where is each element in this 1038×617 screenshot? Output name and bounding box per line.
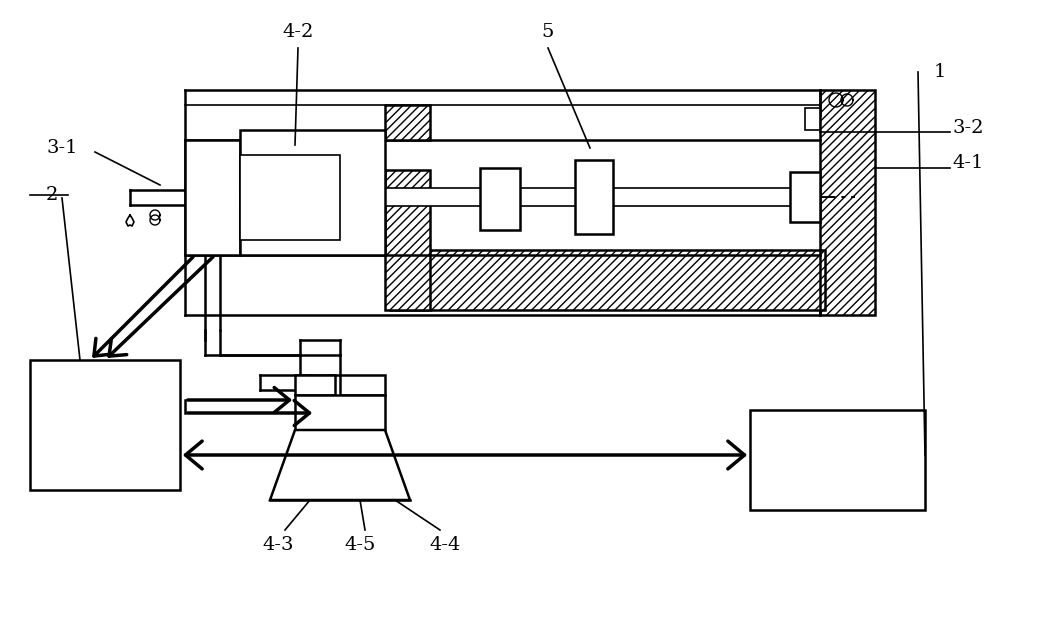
Bar bbox=[820, 90, 875, 315]
Polygon shape bbox=[270, 430, 410, 500]
Bar bbox=[30, 360, 180, 490]
Bar bbox=[480, 168, 520, 230]
Text: 5: 5 bbox=[542, 23, 554, 41]
Bar bbox=[185, 140, 240, 255]
Text: 4-2: 4-2 bbox=[282, 23, 313, 41]
Bar bbox=[240, 130, 385, 255]
Text: 4-5: 4-5 bbox=[345, 536, 376, 554]
Bar bbox=[240, 155, 340, 240]
Bar bbox=[385, 170, 430, 310]
Bar bbox=[805, 108, 820, 130]
Text: 3-2: 3-2 bbox=[952, 119, 984, 137]
Text: 3-1: 3-1 bbox=[47, 139, 78, 157]
Text: 4-3: 4-3 bbox=[263, 536, 294, 554]
Bar bbox=[295, 395, 385, 430]
Bar bbox=[340, 375, 385, 395]
Bar bbox=[240, 188, 820, 206]
Bar bbox=[295, 375, 335, 395]
Text: 4-1: 4-1 bbox=[952, 154, 984, 172]
Bar bbox=[750, 410, 925, 510]
Text: 2: 2 bbox=[46, 186, 58, 204]
Bar bbox=[790, 172, 820, 222]
Bar bbox=[390, 250, 825, 310]
Bar bbox=[575, 160, 613, 234]
Text: 4-4: 4-4 bbox=[430, 536, 461, 554]
Bar bbox=[385, 105, 430, 140]
Text: 1: 1 bbox=[934, 63, 947, 81]
